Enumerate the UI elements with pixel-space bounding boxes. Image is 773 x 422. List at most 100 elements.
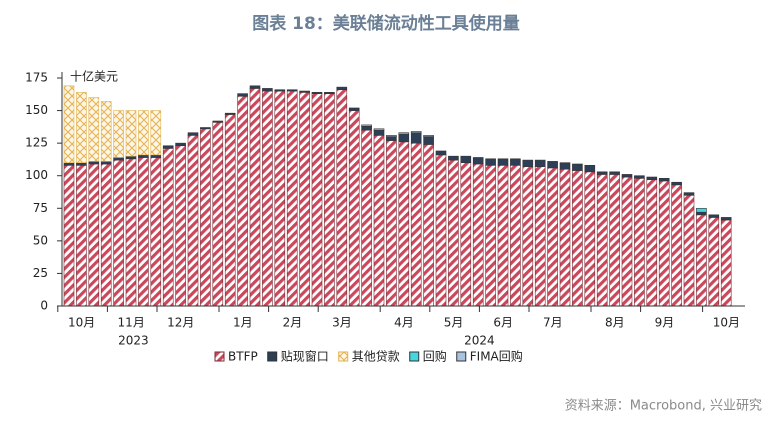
bar-segment	[386, 136, 397, 141]
bar-segment	[720, 217, 732, 221]
bar-segment	[150, 157, 162, 307]
bar-segment	[224, 114, 236, 307]
x-tick-label: 9月	[655, 316, 675, 330]
bar-segment	[100, 161, 112, 165]
bar-segment	[76, 164, 87, 307]
legend-swatch	[338, 351, 349, 362]
bar-segment	[534, 159, 546, 167]
bar-segment	[547, 167, 558, 307]
x-tick-label: 10月	[713, 316, 740, 330]
bar-segment	[708, 217, 720, 307]
x-tick-label: 11月	[118, 316, 145, 330]
x-tick-label: 2月	[283, 316, 303, 330]
bar-segment	[125, 155, 137, 160]
bar-segment	[113, 110, 124, 158]
bar-segment	[262, 88, 273, 92]
bar-segment	[63, 162, 75, 166]
bar-segment	[249, 88, 261, 307]
legend-label: BTFP	[228, 350, 258, 364]
bar-segment	[138, 157, 149, 307]
bar-segment	[212, 120, 224, 123]
bar-segment	[696, 211, 707, 216]
bar-segment	[497, 164, 509, 307]
bar-segment	[187, 132, 199, 136]
bar-segment	[671, 184, 682, 307]
bar-segment	[410, 131, 422, 134]
bar-segment	[88, 161, 100, 165]
bar-segment	[547, 161, 558, 169]
bar-segment	[373, 129, 385, 136]
bar-segment	[324, 92, 335, 94]
bar-segment	[373, 135, 385, 307]
x-tick-label: 5月	[444, 316, 464, 330]
y-tick-label: 0	[40, 299, 48, 313]
legend-label: 其他贷款	[352, 350, 400, 364]
bar-segment	[373, 128, 385, 131]
y-tick-label: 175	[25, 71, 48, 85]
x-tick-label: 10月	[68, 316, 95, 330]
bar-segment	[200, 128, 211, 307]
chart-title: 图表 18：美联储流动性工具使用量	[252, 13, 520, 34]
bar-segment	[720, 219, 732, 307]
legend-swatch	[214, 351, 225, 362]
bar-segment	[510, 164, 521, 307]
bar-segment	[609, 174, 620, 307]
bar-segment	[460, 155, 472, 163]
x-tick-label: 8月	[605, 316, 625, 330]
bar-segment	[584, 164, 596, 173]
bar-segment	[361, 125, 372, 131]
bar-segment	[113, 157, 124, 161]
y-tick-label: 75	[33, 201, 48, 215]
bar-segment	[175, 142, 186, 147]
bar-segment	[63, 85, 75, 163]
y-tick-label: 50	[33, 233, 48, 247]
bar-segment	[100, 163, 112, 307]
bar-segment	[262, 90, 273, 307]
bar-segment	[510, 158, 521, 166]
bar-segment	[274, 89, 286, 92]
y-tick-label: 25	[33, 266, 48, 280]
bar-segment	[522, 159, 534, 167]
bar-segment	[162, 148, 174, 307]
year-label: 2023	[118, 334, 149, 348]
bar-segment	[76, 92, 87, 163]
bar-segment	[435, 150, 447, 156]
bar-segment	[634, 175, 645, 179]
bar-segment	[237, 93, 248, 97]
y-tick-label: 150	[25, 103, 48, 117]
x-tick-label: 1月	[233, 316, 253, 330]
bar-segment	[324, 93, 335, 307]
bar-segment	[361, 124, 372, 127]
legend-swatch	[456, 351, 467, 362]
bar-segment	[286, 89, 298, 92]
bar-segment	[398, 141, 410, 307]
bar-segment	[671, 181, 682, 186]
bar-segment	[286, 90, 298, 307]
bar-segment	[212, 121, 224, 307]
bar-segment	[435, 154, 447, 307]
bar-segment	[497, 158, 509, 166]
bar-segment	[237, 95, 248, 307]
bar-segment	[150, 154, 162, 158]
unit-label: 十亿美元	[70, 69, 118, 84]
bar-segment	[150, 110, 162, 156]
legend-label: 回购	[423, 349, 447, 364]
bar-segment	[683, 194, 695, 307]
bar-segment	[299, 92, 310, 307]
bar-segment	[125, 110, 137, 157]
y-tick-label: 100	[25, 168, 48, 182]
bar-segment	[187, 135, 199, 307]
x-tick-label: 3月	[332, 316, 352, 330]
bar-segment	[621, 174, 633, 178]
x-tick-label: 6月	[493, 316, 513, 330]
source: 资料来源：Macrobond, 兴业研究	[565, 399, 762, 414]
bar-segment	[138, 154, 149, 158]
bar-segment	[336, 86, 348, 91]
bar-segment	[596, 171, 608, 175]
bar-segment	[398, 133, 410, 143]
bar-segment	[113, 159, 124, 307]
bar-segment	[311, 92, 323, 94]
bar-segment	[572, 170, 583, 307]
bar-segment	[472, 163, 484, 307]
